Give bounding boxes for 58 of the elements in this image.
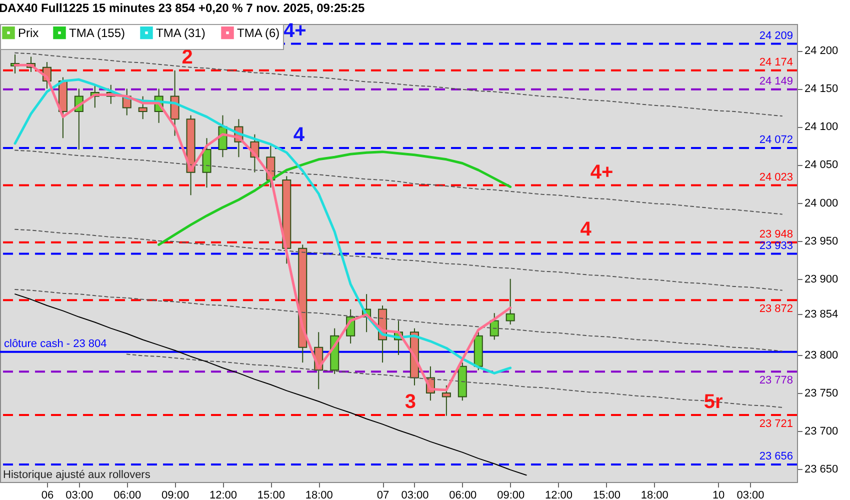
ref-line-label: 24 023 <box>759 171 793 184</box>
y-tick-label: 23 900 <box>804 273 838 286</box>
legend-label: TMA (155) <box>69 26 126 40</box>
x-tick-label: 07 <box>376 490 390 500</box>
y-tick-label: 24 100 <box>804 121 838 134</box>
annotation: Historique ajusté aux rollovers <box>3 469 151 481</box>
candlestick <box>442 384 451 416</box>
ref-line-label: 24 174 <box>759 56 793 68</box>
ref-line-label: 23 948 <box>759 228 793 240</box>
annotation: 3 <box>404 391 416 414</box>
ref-line-label: 24 209 <box>759 30 793 42</box>
annotation: 4 <box>580 218 592 240</box>
x-tick-label: 03:00 <box>401 490 429 500</box>
ref-line-label: 23 721 <box>759 418 793 430</box>
candlestick <box>138 96 148 120</box>
legend-label: TMA (6) <box>237 26 280 40</box>
x-tick-label: 12:00 <box>209 490 238 500</box>
x-tick-label: 09:00 <box>497 490 525 500</box>
annotation: 4+ <box>590 161 614 184</box>
y-tick-label: 24 150 <box>804 83 838 96</box>
y-tick-label: 23 854 <box>804 308 838 320</box>
x-tick-label: 18:00 <box>640 490 668 500</box>
annotation: 5r <box>704 391 723 414</box>
ref-line-label: 23 656 <box>759 450 793 462</box>
x-tick-label: 06 <box>41 490 54 500</box>
chart-title: DAX40 Full1225 15 minutes 23 854 +0,20 % 7 nov. 2025, 09:25:25 <box>0 0 365 15</box>
x-tick-label: 15:00 <box>257 490 285 500</box>
ref-line-label: 23 933 <box>759 240 793 252</box>
x-tick-label: 10 <box>712 490 725 500</box>
ref-line-label: 24 149 <box>759 75 793 88</box>
annotation: 4 <box>293 124 306 146</box>
ref-line-label: clôture cash - 23 804 <box>4 338 107 350</box>
y-tick-label: 23 800 <box>804 349 838 362</box>
y-tick-label: 23 650 <box>804 464 838 476</box>
x-tick-label: 09:00 <box>162 490 190 500</box>
x-tick-label: 06:00 <box>449 490 477 500</box>
y-tick-label: 23 950 <box>804 235 838 248</box>
y-tick-label: 23 700 <box>804 426 838 438</box>
line-series <box>158 150 512 246</box>
x-tick-label: 06:00 <box>114 490 142 500</box>
y-tick-label: 24 200 <box>804 45 838 58</box>
candlestick <box>506 278 515 326</box>
legend-label: Prix <box>18 26 39 40</box>
annotation: 4+ <box>283 20 306 42</box>
x-tick-label: 03:00 <box>736 490 764 500</box>
x-tick-label: 03:00 <box>66 490 94 500</box>
annotation: 2 <box>182 46 193 68</box>
ref-line-label: 24 072 <box>759 134 793 146</box>
y-tick-label: 23 750 <box>804 387 838 400</box>
x-tick-label: 18:00 <box>305 490 333 500</box>
y-tick-label: 24 050 <box>804 159 838 172</box>
candlestick <box>202 138 212 188</box>
legend-label: TMA (31) <box>156 26 206 40</box>
ref-line-label: 23 778 <box>759 374 793 387</box>
ref-line-label: 23 872 <box>759 303 793 316</box>
x-tick-label: 15:00 <box>592 490 620 500</box>
x-tick-label: 12:00 <box>545 490 573 500</box>
y-tick-label: 24 000 <box>804 197 838 210</box>
